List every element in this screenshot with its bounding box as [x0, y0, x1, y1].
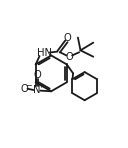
Text: −: −	[25, 81, 32, 90]
Text: HN: HN	[37, 48, 52, 58]
Text: N: N	[33, 85, 41, 95]
Text: O: O	[63, 33, 71, 43]
Text: O: O	[20, 84, 28, 94]
Text: O: O	[65, 52, 73, 62]
Text: +: +	[38, 83, 44, 89]
Text: O: O	[33, 70, 41, 80]
